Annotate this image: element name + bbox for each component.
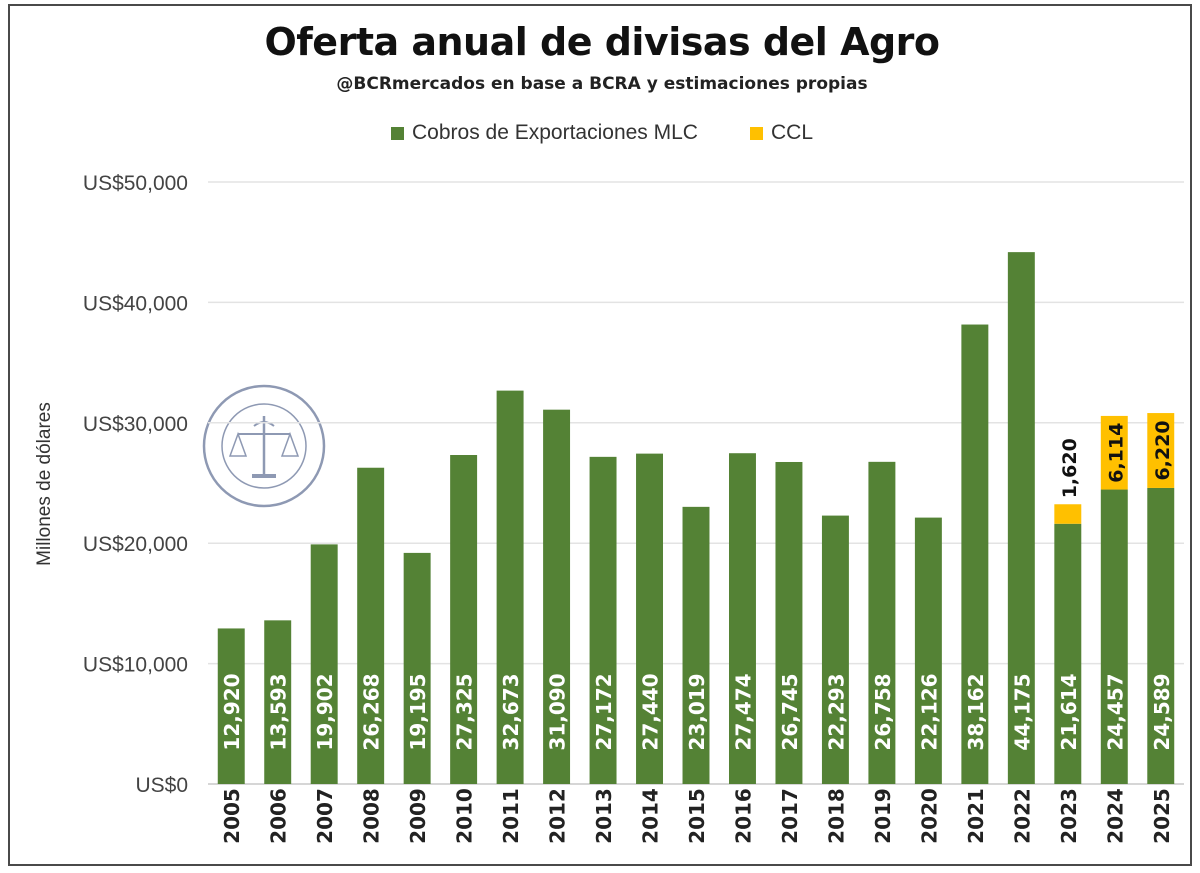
- bar-chart: US$0 US$10,000 US$20,000 US$30,000 US$40,000…: [34, 172, 1184, 844]
- bar-mlc-2009: [403, 552, 431, 784]
- bar-label-mlc-2007: 19,902: [313, 673, 337, 750]
- bar-label-mlc-2010: 27,325: [453, 673, 477, 750]
- x-tick-label-2012: 2012: [546, 788, 570, 844]
- bar-label-mlc-2009: 19,195: [406, 673, 430, 750]
- bolsa-de-comercio-seal-logo: [202, 384, 326, 508]
- bar-mlc-2023: [1054, 523, 1082, 784]
- bar-label-mlc-2005: 12,920: [220, 673, 244, 750]
- bar-mlc-2021: [961, 324, 989, 784]
- bar-label-mlc-2006: 13,593: [267, 673, 291, 750]
- bar-label-ccl-2025: 6,220: [1152, 420, 1174, 480]
- y-axis-title: Millones de dólares: [34, 402, 55, 566]
- y-tick-label: US$10,000: [83, 654, 188, 677]
- bar-mlc-2020: [914, 517, 942, 784]
- bar-ccl-2023: [1054, 504, 1082, 524]
- x-tick-label-2018: 2018: [824, 788, 848, 844]
- y-tick-label: US$20,000: [83, 533, 188, 556]
- bar-ccl-2024: [1100, 415, 1128, 490]
- chart-legend: Cobros de Exportaciones MLC CCL: [10, 121, 1194, 145]
- x-tick-label-2006: 2006: [267, 788, 291, 844]
- bar-mlc-2025: [1147, 487, 1175, 784]
- bar-label-mlc-2019: 26,758: [871, 673, 895, 750]
- bar-ccl-2025: [1147, 413, 1175, 488]
- bar-mlc-2012: [543, 409, 571, 784]
- bar-label-mlc-2022: 44,175: [1010, 673, 1034, 750]
- x-tick-label-2007: 2007: [313, 788, 337, 844]
- bar-mlc-2013: [589, 456, 617, 784]
- bar-label-mlc-2024: 24,457: [1103, 673, 1127, 750]
- legend-item-mlc: Cobros de Exportaciones MLC: [391, 121, 698, 145]
- x-tick-label-2023: 2023: [1057, 788, 1081, 844]
- x-tick-label-2011: 2011: [499, 788, 523, 844]
- bar-label-mlc-2018: 22,293: [824, 673, 848, 750]
- bar-mlc-2024: [1100, 489, 1128, 784]
- x-tick-label-2015: 2015: [685, 788, 709, 844]
- chart-frame: Oferta anual de divisas del Agro @BCRmer…: [8, 4, 1192, 866]
- bar-mlc-2011: [496, 390, 524, 784]
- x-tick-label-2005: 2005: [220, 788, 244, 844]
- x-tick-label-2021: 2021: [964, 788, 988, 844]
- chart-subtitle: @BCRmercados en base a BCRA y estimacion…: [336, 74, 868, 94]
- x-tick-label-2017: 2017: [778, 788, 802, 844]
- x-tick-label-2024: 2024: [1103, 788, 1127, 844]
- legend-swatch-ccl: [749, 126, 763, 140]
- bar-mlc-2006: [264, 620, 292, 784]
- legend-label-ccl: CCL: [770, 121, 813, 144]
- x-tick-label-2019: 2019: [871, 788, 895, 844]
- bar-label-ccl-2024: 6,114: [1105, 423, 1127, 483]
- bar-mlc-2017: [775, 461, 803, 784]
- legend-swatch-mlc: [391, 126, 404, 140]
- x-tick-label-2009: 2009: [406, 788, 430, 844]
- bar-mlc-2014: [636, 453, 664, 784]
- x-tick-label-2014: 2014: [639, 788, 663, 844]
- bar-mlc-2016: [728, 453, 756, 784]
- bar-label-mlc-2017: 26,745: [778, 673, 802, 750]
- y-tick-label: US$30,000: [83, 413, 188, 436]
- bar-label-mlc-2014: 27,440: [639, 673, 663, 750]
- bar-label-mlc-2020: 22,126: [917, 673, 941, 750]
- bar-label-mlc-2016: 27,474: [731, 673, 755, 750]
- x-tick-label-2025: 2025: [1150, 788, 1174, 844]
- chart-title: Oferta anual de divisas del Agro: [264, 20, 940, 64]
- bar-label-mlc-2015: 23,019: [685, 673, 709, 750]
- bar-label-mlc-2013: 27,172: [592, 673, 616, 750]
- bar-label-mlc-2012: 31,090: [546, 673, 570, 750]
- bar-label-mlc-2021: 38,162: [964, 673, 988, 750]
- bar-label-mlc-2025: 24,589: [1150, 673, 1174, 750]
- x-tick-label-2010: 2010: [453, 788, 477, 844]
- bar-mlc-2018: [821, 515, 849, 784]
- bar-label-mlc-2008: 26,268: [360, 673, 384, 750]
- bar-label-ccl-2023: 1,620: [1059, 438, 1081, 498]
- x-tick-label-2020: 2020: [917, 788, 941, 844]
- x-tick-label-2013: 2013: [592, 788, 616, 844]
- bar-mlc-2015: [682, 506, 710, 784]
- legend-item-ccl: CCL: [749, 121, 813, 145]
- x-tick-label-2022: 2022: [1010, 788, 1034, 844]
- bar-label-mlc-2023: 21,614: [1057, 673, 1081, 750]
- bar-mlc-2010: [450, 455, 478, 784]
- legend-label-mlc: Cobros de Exportaciones MLC: [412, 121, 698, 144]
- bar-mlc-2019: [868, 461, 896, 784]
- x-tick-label-2008: 2008: [360, 788, 384, 844]
- x-tick-label-2016: 2016: [731, 788, 755, 844]
- bar-mlc-2007: [310, 544, 338, 784]
- y-tick-label: US$0: [135, 774, 188, 797]
- bar-mlc-2005: [217, 628, 245, 784]
- y-tick-label: US$50,000: [83, 172, 188, 195]
- bar-mlc-2022: [1007, 252, 1035, 784]
- bar-label-mlc-2011: 32,673: [499, 673, 523, 750]
- y-tick-label: US$40,000: [83, 292, 188, 315]
- bar-mlc-2008: [357, 467, 385, 784]
